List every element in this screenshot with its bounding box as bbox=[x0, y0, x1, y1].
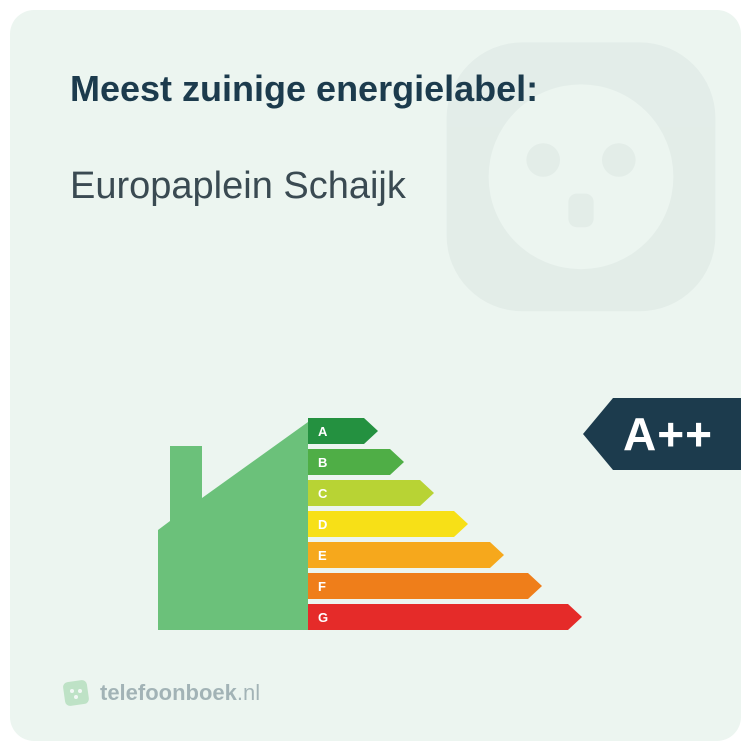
rating-badge: A++ bbox=[583, 398, 741, 470]
energy-bar-g: G bbox=[308, 604, 582, 630]
brand-name: telefoonboek.nl bbox=[100, 680, 260, 706]
energy-bar-tip bbox=[528, 573, 542, 599]
energy-bar-label: C bbox=[308, 480, 420, 506]
house-icon bbox=[158, 422, 308, 630]
card-title: Meest zuinige energielabel: bbox=[70, 68, 538, 110]
watermark-plug-icon bbox=[371, 10, 741, 370]
rating-value: A++ bbox=[613, 398, 741, 470]
energy-bar-tip bbox=[390, 449, 404, 475]
brand-name-light: .nl bbox=[237, 680, 260, 705]
energy-bar-label: B bbox=[308, 449, 390, 475]
energy-bar-a: A bbox=[308, 418, 582, 444]
energy-bar-tip bbox=[454, 511, 468, 537]
energy-bar-label: F bbox=[308, 573, 528, 599]
energy-bar-d: D bbox=[308, 511, 582, 537]
energy-bar-label: E bbox=[308, 542, 490, 568]
energy-bar-label: G bbox=[308, 604, 568, 630]
energy-bar-tip bbox=[420, 480, 434, 506]
energy-bar-f: F bbox=[308, 573, 582, 599]
rating-badge-arrow bbox=[583, 398, 613, 470]
brand-logo-icon bbox=[62, 679, 90, 707]
energy-bar-label: A bbox=[308, 418, 364, 444]
footer-brand: telefoonboek.nl bbox=[62, 679, 260, 707]
energy-bar-tip bbox=[568, 604, 582, 630]
energy-bar-tip bbox=[490, 542, 504, 568]
energy-bars: ABCDEFG bbox=[308, 418, 582, 630]
card-subtitle: Europaplein Schaijk bbox=[70, 165, 406, 208]
energy-label-graphic: ABCDEFG bbox=[158, 390, 618, 650]
energy-bar-e: E bbox=[308, 542, 582, 568]
energy-bar-tip bbox=[364, 418, 378, 444]
info-card: Meest zuinige energielabel: Europaplein … bbox=[10, 10, 741, 741]
energy-bar-label: D bbox=[308, 511, 454, 537]
energy-bar-b: B bbox=[308, 449, 582, 475]
brand-name-bold: telefoonboek bbox=[100, 680, 237, 705]
energy-bar-c: C bbox=[308, 480, 582, 506]
